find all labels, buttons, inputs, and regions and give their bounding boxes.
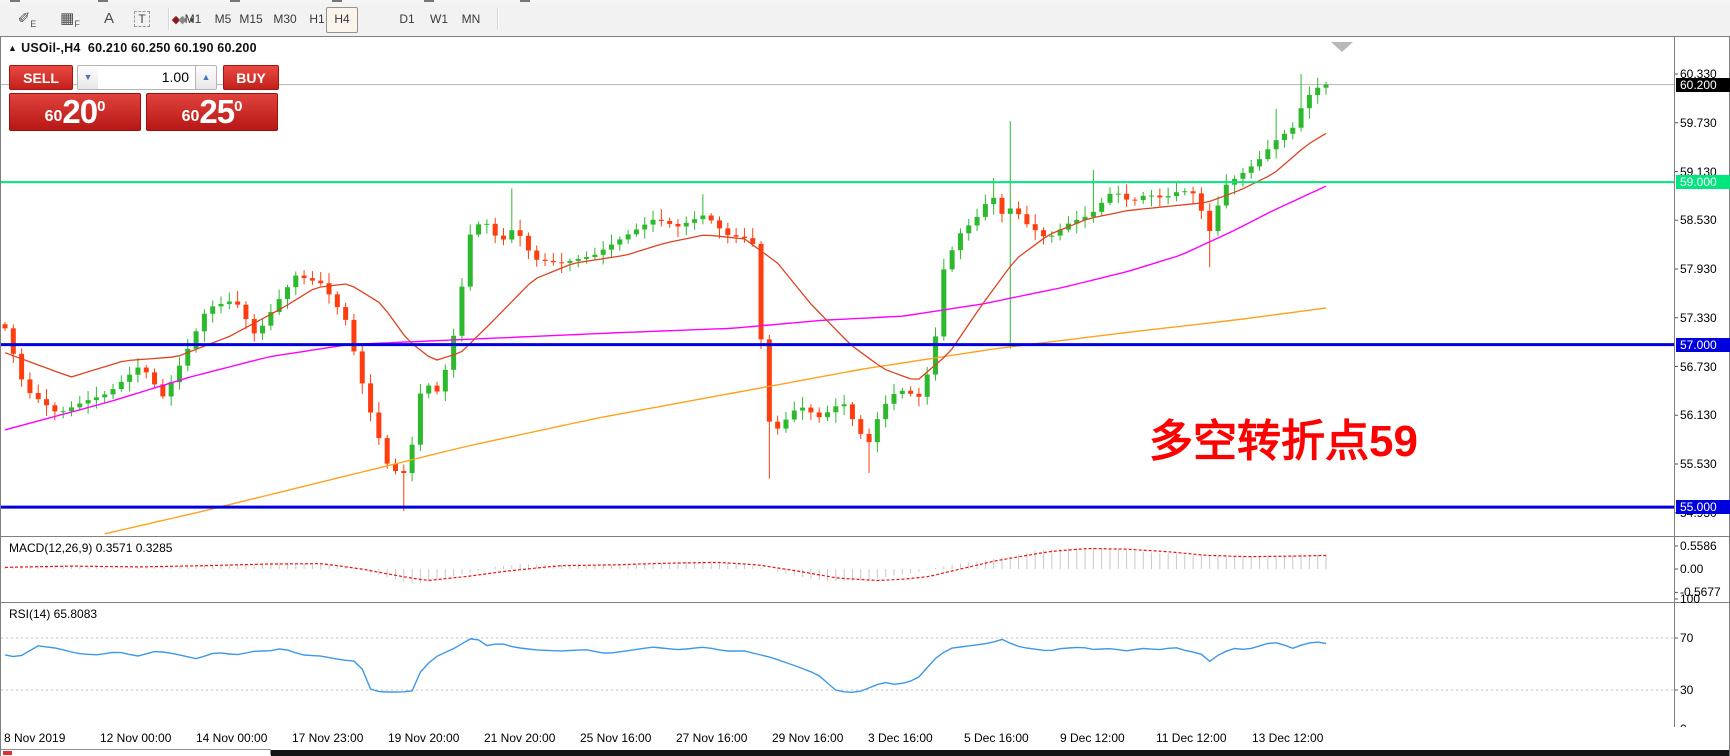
rsi-label: RSI(14) 65.8083 bbox=[9, 607, 98, 621]
horizontal-scroll-tab[interactable] bbox=[1, 749, 271, 755]
buy-price-small: 60 bbox=[181, 108, 200, 125]
time-tick-label: 8 Nov 2019 bbox=[4, 731, 66, 745]
chart-annotation-text: 多空转折点59 bbox=[1149, 417, 1418, 466]
ohlc-close: 60.200 bbox=[217, 41, 257, 55]
timeframe-button-h1[interactable]: H1 bbox=[309, 12, 325, 26]
chart-window: ▲ USOil-,H4 60.210 60.250 60.190 60.200 S… bbox=[0, 36, 1730, 756]
sell-price-panel[interactable]: 60200 bbox=[9, 93, 141, 131]
macd-tick-label: -0.5677 bbox=[1680, 585, 1721, 600]
timeframe-button-m30[interactable]: M30 bbox=[273, 12, 297, 26]
price-tick-label: 59.130 bbox=[1680, 164, 1717, 179]
text-box-icon[interactable]: T bbox=[128, 7, 156, 31]
rsi-tick-label: 70 bbox=[1680, 631, 1694, 645]
menu-remnant-mark bbox=[98, 0, 108, 2]
symbol-label: USOil-,H4 bbox=[21, 41, 81, 55]
buy-price-sup: 0 bbox=[234, 98, 243, 115]
time-tick-label: 21 Nov 20:00 bbox=[484, 731, 556, 745]
one-click-trade-widget: SELL ▼ 1.00 ▲ BUY 60200 60250 bbox=[9, 65, 279, 131]
panel-separator[interactable] bbox=[1, 536, 1729, 537]
toolbar-separator bbox=[497, 8, 499, 30]
time-tick-label: 5 Dec 16:00 bbox=[964, 731, 1029, 745]
price-tick-label: 57.930 bbox=[1680, 262, 1717, 276]
price-tick-label: 60.330 bbox=[1680, 67, 1717, 81]
bottom-edge-bar bbox=[1, 749, 1729, 756]
macd-tick-label: 0.00 bbox=[1680, 562, 1704, 576]
macd-tick-label: 0.5586 bbox=[1680, 538, 1717, 553]
time-tick-label: 9 Dec 12:00 bbox=[1060, 731, 1125, 745]
price-tick-label: 56.730 bbox=[1680, 359, 1717, 374]
docked-panel-edge bbox=[271, 750, 1729, 756]
timeframe-button-m1[interactable]: M1 bbox=[184, 12, 202, 26]
text-a-icon[interactable]: A bbox=[103, 10, 114, 27]
sell-price-big: 20 bbox=[62, 93, 98, 130]
chart-plot-area[interactable]: ▲ USOil-,H4 60.210 60.250 60.190 60.200 S… bbox=[1, 37, 1730, 756]
level-price-badge: 57.000 bbox=[1676, 337, 1730, 352]
level-price-badge: 55.000 bbox=[1676, 500, 1730, 515]
buy-price-panel[interactable]: 60250 bbox=[146, 93, 278, 131]
panel-separator[interactable] bbox=[1, 602, 1729, 603]
chart-title: ▲ USOil-,H4 60.210 60.250 60.190 60.200 bbox=[8, 41, 257, 55]
expert-advisor-icon[interactable]: ✐E bbox=[17, 10, 37, 29]
time-tick-label: 25 Nov 16:00 bbox=[580, 731, 652, 745]
sell-price-small: 60 bbox=[44, 108, 63, 125]
time-axis[interactable]: 8 Nov 2019 12 Nov 00:00 14 Nov 00:00 17 Nov… bbox=[1, 727, 1729, 749]
bottom-left-marker bbox=[3, 751, 12, 755]
time-tick-label: 19 Nov 20:00 bbox=[388, 731, 460, 745]
menu-remnant-mark bbox=[10, 0, 20, 2]
timeframe-button-m15[interactable]: M15 bbox=[239, 12, 263, 26]
menu-remnant-mark bbox=[424, 0, 434, 2]
price-tick-label: 57.330 bbox=[1680, 310, 1717, 325]
volume-increase-button[interactable]: ▲ bbox=[195, 65, 217, 90]
buy-price-big: 25 bbox=[199, 93, 235, 130]
menu-bar-remnant bbox=[0, 0, 1730, 3]
rsi-tick-label: 100 bbox=[1680, 592, 1701, 606]
timeframe-button-h4[interactable]: H4 bbox=[326, 7, 358, 33]
volume-decrease-button[interactable]: ▼ bbox=[77, 65, 99, 90]
time-tick-label: 14 Nov 00:00 bbox=[196, 731, 268, 745]
time-tick-label: 29 Nov 16:00 bbox=[772, 731, 844, 745]
chart-canvas bbox=[1, 42, 1678, 732]
timeframe-button-m5[interactable]: M5 bbox=[214, 12, 232, 26]
rsi-tick-label: 30 bbox=[1680, 683, 1694, 697]
time-tick-label: 12 Nov 00:00 bbox=[100, 731, 172, 745]
price-axis-border bbox=[1674, 37, 1675, 727]
timeframe-button-mn[interactable]: MN bbox=[461, 12, 481, 26]
grid-f-icon[interactable]: ▦F bbox=[60, 10, 80, 29]
menu-remnant-mark bbox=[230, 0, 240, 2]
shapes-dropdown-icon[interactable]: ◆◆ ▾ bbox=[171, 14, 195, 26]
timeframe-button-d1[interactable]: D1 bbox=[399, 12, 415, 26]
price-tick-label: 55.530 bbox=[1680, 457, 1717, 471]
menu-remnant-mark bbox=[520, 0, 530, 2]
price-tick-label: 56.130 bbox=[1680, 408, 1717, 423]
time-tick-label: 27 Nov 16:00 bbox=[676, 731, 748, 745]
macd-label: MACD(12,26,9) 0.3571 0.3285 bbox=[9, 541, 173, 555]
price-tick-label: 59.730 bbox=[1680, 115, 1717, 130]
buy-button[interactable]: BUY bbox=[223, 65, 279, 90]
price-up-icon: ▲ bbox=[8, 43, 18, 53]
timeframe-button-w1[interactable]: W1 bbox=[430, 12, 448, 26]
sell-button[interactable]: SELL bbox=[9, 65, 73, 90]
volume-input[interactable]: 1.00 bbox=[98, 65, 196, 90]
toolbar-separator bbox=[168, 8, 170, 30]
time-tick-label: 11 Dec 12:00 bbox=[1156, 731, 1227, 745]
time-tick-label: 13 Dec 12:00 bbox=[1252, 731, 1324, 745]
ohlc-low: 60.190 bbox=[174, 41, 214, 55]
ohlc-open: 60.210 bbox=[87, 41, 128, 55]
price-tick-label: 58.530 bbox=[1680, 213, 1717, 228]
sell-price-sup: 0 bbox=[97, 98, 106, 115]
toolbar: ✐E ▦F A T ◆◆ ▾ M1 M5 M15 M30 H1 H4 D1 W1 MN bbox=[0, 3, 1730, 37]
ohlc-high: 60.250 bbox=[131, 41, 171, 55]
current-price-badge: 60.200 bbox=[1676, 77, 1730, 92]
time-tick-label: 3 Dec 16:00 bbox=[868, 731, 933, 745]
menu-remnant-mark bbox=[332, 0, 342, 2]
time-tick-label: 17 Nov 23:00 bbox=[292, 731, 364, 745]
level-price-badge: 59.000 bbox=[1676, 175, 1730, 190]
